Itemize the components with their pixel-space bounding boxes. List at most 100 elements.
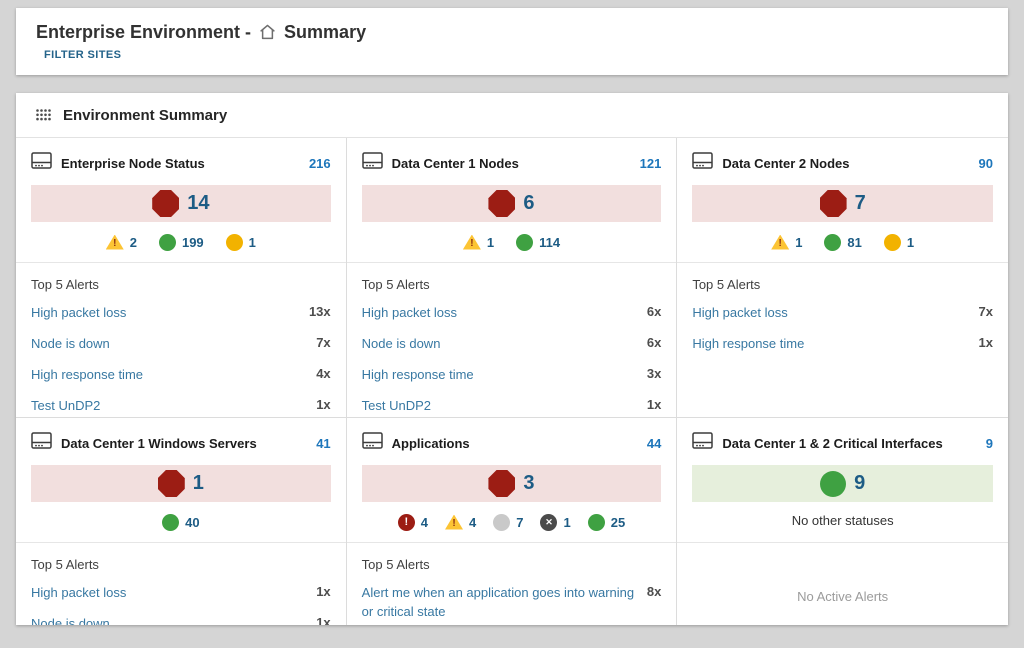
status-row: ! 2 199 1 (31, 232, 331, 252)
alert-row: Alert me when an application goes into w… (362, 584, 662, 622)
banner-value: 9 (854, 472, 866, 494)
status-item[interactable]: 40 (162, 513, 200, 531)
tile-divider (677, 262, 1008, 263)
status-item[interactable]: ! 2 (105, 234, 137, 250)
up-circle-icon (820, 470, 847, 497)
alert-link[interactable]: High response time (692, 335, 805, 351)
alert-row: Test UnDP2 1x (31, 397, 331, 416)
tile-divider (346, 262, 677, 263)
status-item[interactable]: ! 4 (445, 514, 477, 530)
tile-total-count[interactable]: 90 (978, 155, 993, 171)
alert-row: Node is down 7x (31, 335, 331, 354)
octagon-down-icon (819, 190, 847, 217)
alert-link[interactable]: Test UnDP2 (31, 397, 101, 413)
summary-tile: Data Center 1 Nodes 121 6! 1 114 Top 5 Alerts… (346, 138, 678, 418)
alert-link[interactable]: High response time (361, 366, 474, 382)
status-item[interactable]: ! 4 (397, 513, 428, 531)
summary-tile: Applications 44 3! 4! 4 7 ✕ 1 25 Top 5 Alerts Aler… (346, 418, 678, 625)
warning-circle-icon (225, 233, 243, 251)
alert-link[interactable]: High response time (31, 366, 143, 382)
drag-handle-icon[interactable] (36, 109, 51, 121)
alerts-section-title: Top 5 Alerts (692, 277, 761, 292)
tile-title: Applications (391, 435, 470, 451)
status-banner[interactable]: 3 (361, 465, 662, 502)
alert-link[interactable]: High packet loss (692, 305, 788, 320)
alert-link[interactable]: High packet loss (31, 305, 127, 320)
alert-count: 1x (978, 334, 993, 350)
banner-value: 7 (854, 192, 866, 214)
warning-triangle-icon: ! (445, 514, 464, 530)
tile-total-count[interactable]: 9 (985, 435, 993, 451)
status-item[interactable]: ✕ 1 (540, 513, 571, 531)
status-banner[interactable]: 9 (692, 465, 993, 502)
status-banner[interactable]: 1 (31, 465, 331, 502)
tile-title: Data Center 2 Nodes (722, 155, 850, 171)
alert-link[interactable]: High packet loss (31, 585, 127, 600)
status-item[interactable]: ! 1 (462, 234, 494, 250)
tile-total-count[interactable]: 121 (639, 155, 662, 171)
banner-value: 6 (523, 192, 535, 214)
alert-row: Node is down 1x (31, 615, 331, 625)
widget-icon (361, 432, 383, 454)
alert-row: High packet loss 7x (692, 304, 993, 323)
alert-link[interactable]: Test UnDP2 (361, 397, 432, 413)
alert-count: 3x (646, 365, 662, 381)
up-circle-icon (162, 513, 180, 531)
status-item[interactable]: 114 (516, 233, 561, 251)
status-item[interactable]: 7 (493, 513, 524, 531)
status-count: 1 (906, 234, 915, 250)
status-item[interactable]: 25 (587, 513, 625, 531)
status-item[interactable]: 81 (824, 233, 862, 251)
status-row: 40 (31, 512, 331, 532)
tile-title: Data Center 1 & 2 Critical Interfaces (722, 435, 943, 451)
no-other-statuses-text: No other statuses (791, 513, 894, 528)
page-title-suffix: Summary (284, 22, 367, 42)
status-count: 7 (516, 514, 524, 530)
widget-icon (692, 152, 714, 174)
home-icon (260, 24, 275, 39)
warning-triangle-icon: ! (105, 234, 124, 250)
alert-link[interactable]: Node is down (31, 615, 110, 625)
alert-row: Node is down 6x (362, 335, 662, 354)
status-row: ! 4! 4 7 ✕ 1 25 (362, 512, 662, 532)
alert-link[interactable]: Node is down (31, 335, 110, 351)
alert-link[interactable]: High packet loss (361, 305, 458, 320)
warning-glyph: ! (113, 237, 117, 249)
status-count: 4 (469, 514, 477, 530)
warning-circle-icon (883, 233, 901, 251)
status-count: 114 (539, 234, 561, 250)
up-circle-icon (587, 513, 605, 531)
critical-circle-icon: ! (397, 513, 415, 531)
status-item[interactable]: 199 (158, 233, 204, 251)
summary-tile: Data Center 2 Nodes 90 7 ! 1 81 1 Top 5 Alerts H… (677, 138, 1008, 418)
alert-link[interactable]: Alert me when an application goes into w… (361, 585, 635, 619)
status-item[interactable]: 1 (883, 233, 915, 251)
tile-title: Enterprise Node Status (61, 155, 205, 171)
widget-icon (692, 432, 714, 454)
status-banner[interactable]: 14 (31, 185, 331, 222)
status-count: 1 (563, 514, 571, 530)
status-banner[interactable]: 6 (361, 185, 662, 222)
tile-total-count[interactable]: 216 (308, 155, 331, 171)
alert-count: 1x (646, 396, 662, 412)
status-row: ! 1 114 (362, 232, 662, 252)
status-item[interactable]: ! 1 (771, 234, 802, 250)
alert-link[interactable]: Node is down (361, 335, 441, 351)
alert-count: 4x (316, 365, 331, 381)
tile-divider (16, 542, 346, 543)
summary-tile: Data Center 1 Windows Servers 41 1 40 Top 5 … (16, 418, 347, 625)
widget-icon (31, 152, 52, 174)
status-banner[interactable]: 7 (692, 185, 993, 222)
warning-glyph: ! (452, 517, 456, 529)
tile-divider (346, 542, 677, 543)
up-circle-icon (158, 233, 176, 251)
widget-icon (31, 432, 52, 454)
banner-value: 1 (192, 472, 204, 494)
status-item[interactable]: 1 (225, 233, 256, 251)
filter-sites-button[interactable]: FILTER SITES (44, 49, 122, 61)
page-header: Enterprise Environment - Summary FILTER … (16, 8, 1008, 75)
up-circle-icon (824, 233, 842, 251)
tile-total-count[interactable]: 44 (646, 435, 662, 451)
octagon-down-icon (488, 190, 516, 217)
tile-total-count[interactable]: 41 (316, 435, 331, 451)
